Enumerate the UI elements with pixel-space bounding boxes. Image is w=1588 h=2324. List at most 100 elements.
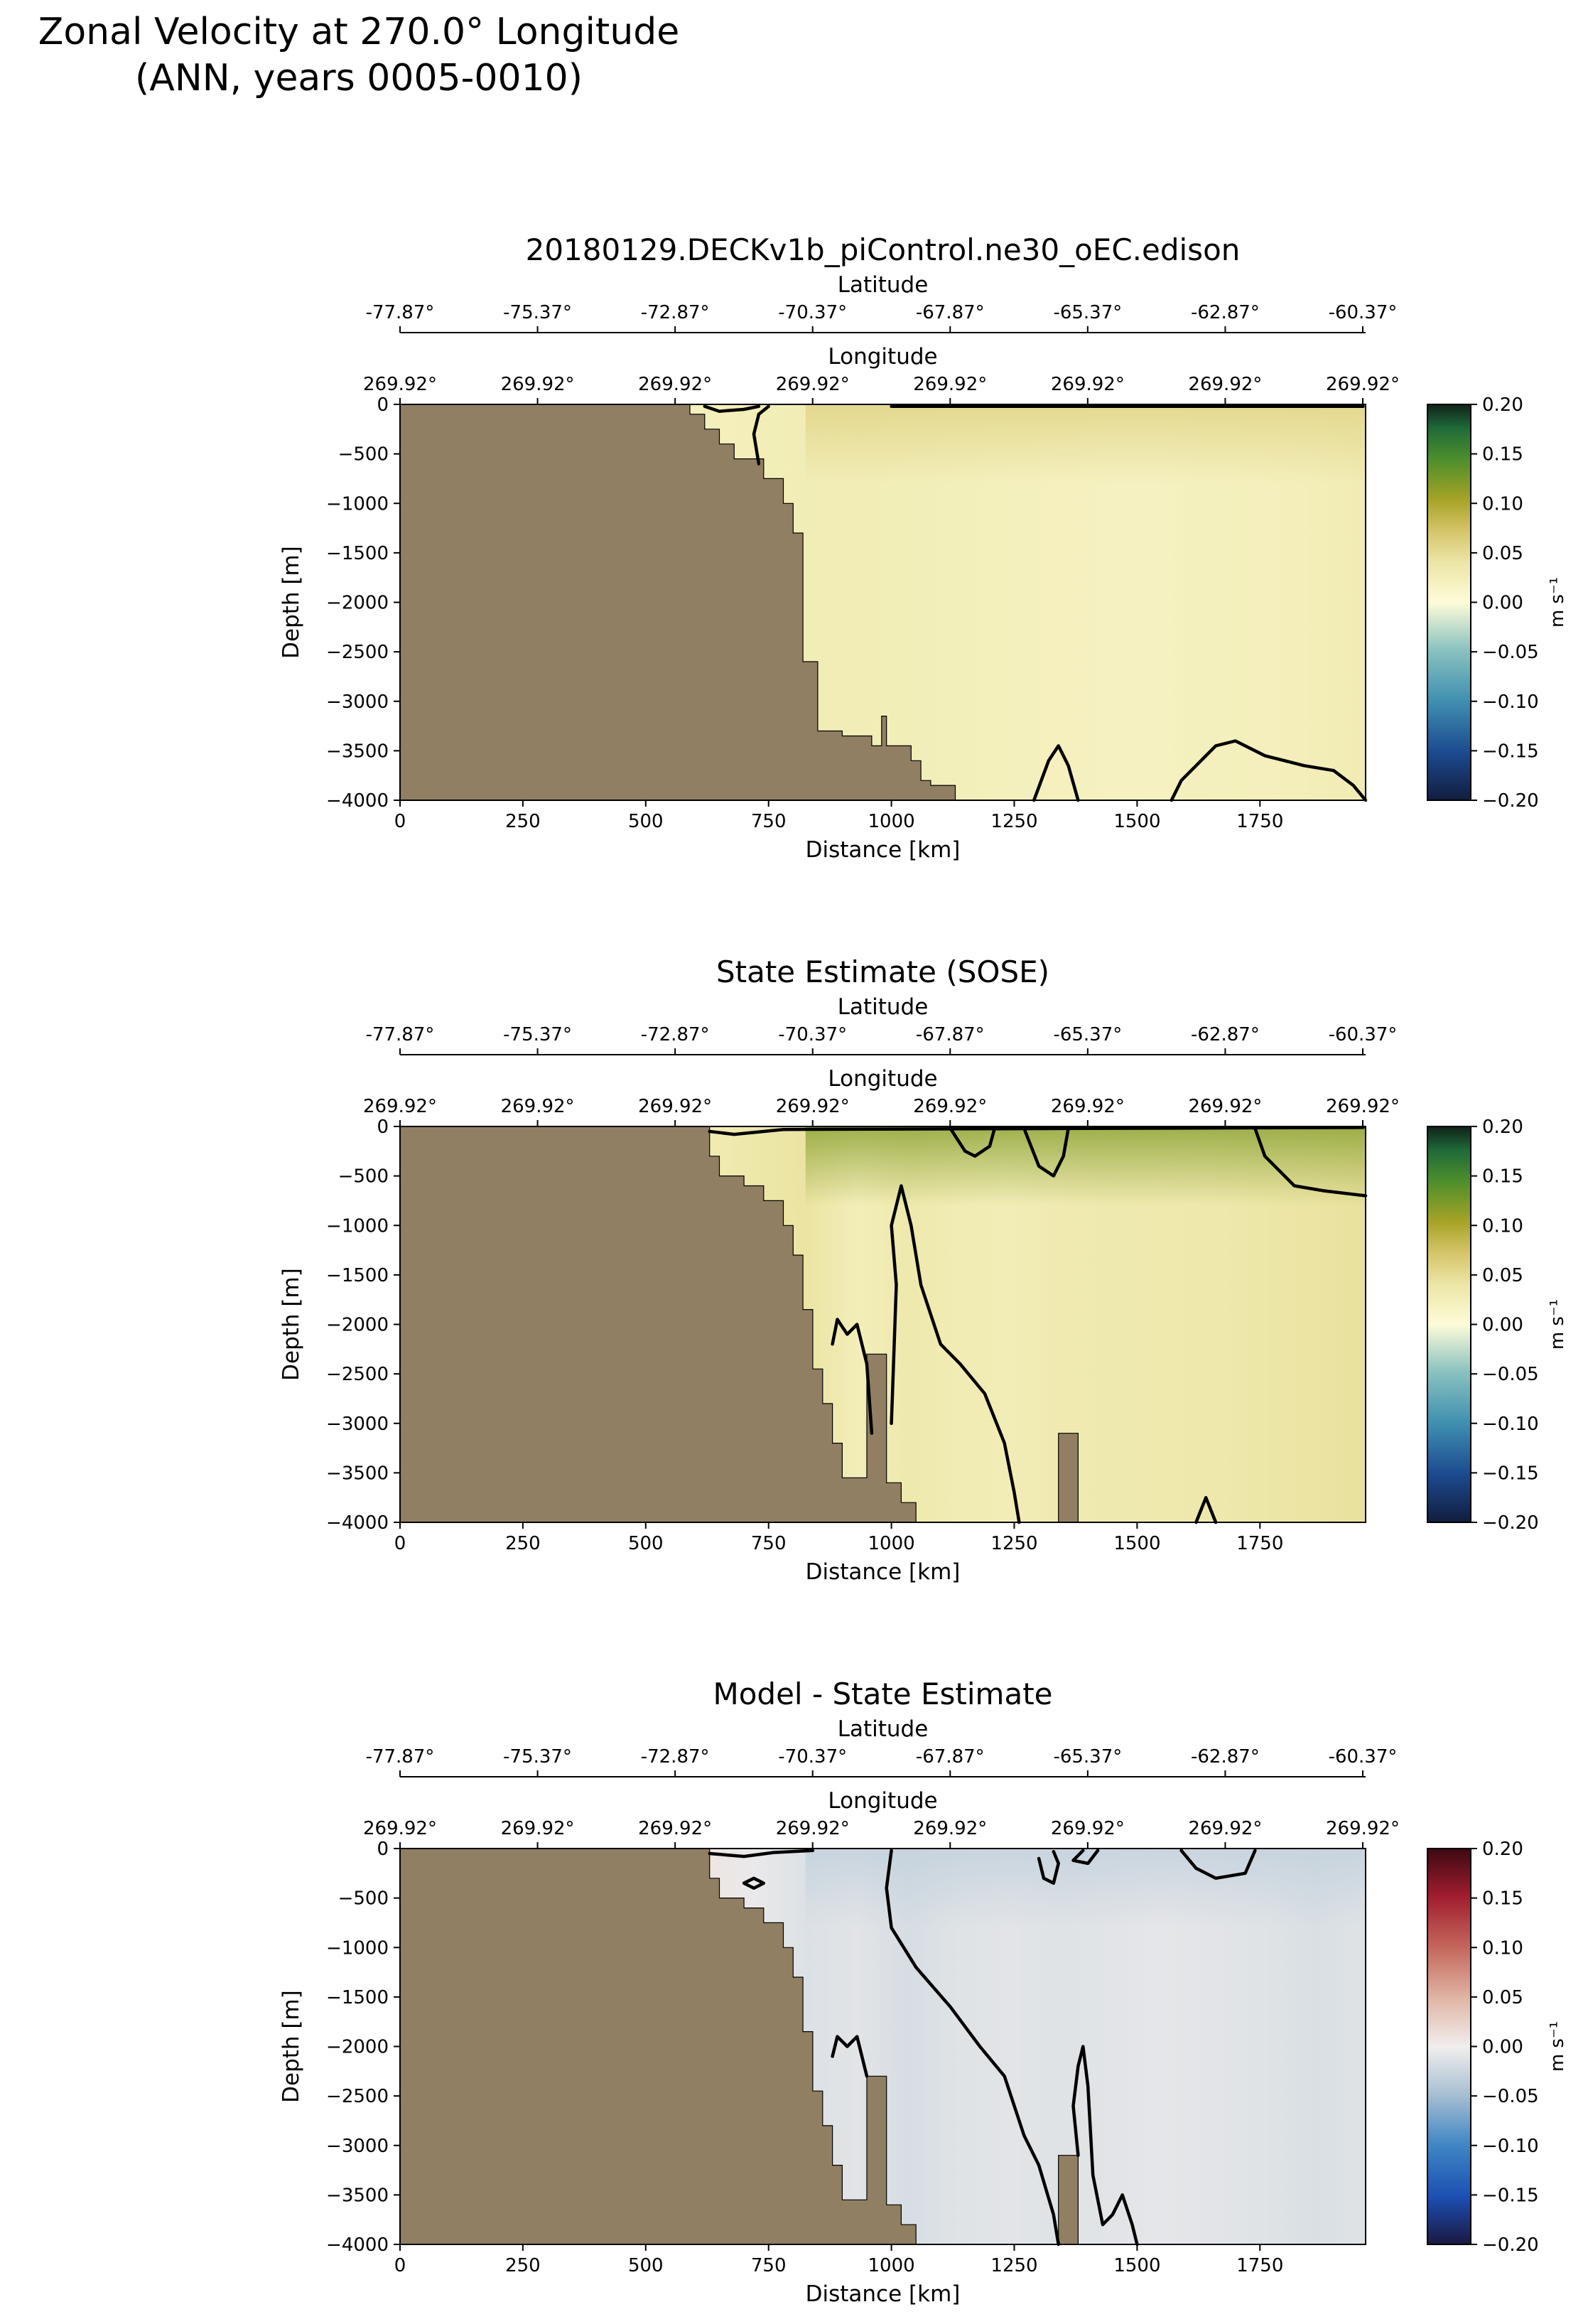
zero-contour-7 <box>1179 1849 1257 1881</box>
x-tick-label: 500 <box>628 1533 664 1554</box>
colorbar-tick-label: 0.15 <box>1482 1888 1523 1910</box>
y-tick-label: −4000 <box>326 2234 389 2256</box>
colorbar <box>1427 1126 1471 1523</box>
y-tick-label: −500 <box>338 1166 389 1188</box>
longitude-tick-label: 269.92° <box>1051 1096 1125 1117</box>
latitude-tick-label: -77.87° <box>366 1024 435 1045</box>
colorbar-tick-label: 0.20 <box>1482 1117 1523 1138</box>
latitude-tick-label: -60.37° <box>1329 1024 1398 1045</box>
longitude-tick-label: 269.92° <box>776 1096 850 1117</box>
latitude-tick-label: -77.87° <box>366 302 435 323</box>
zero-contour-1 <box>708 1849 815 1858</box>
zero-contour-3 <box>885 1849 1060 2247</box>
zero-contour-5 <box>1037 1849 1060 1885</box>
longitude-tick-label: 269.92° <box>1326 1096 1400 1117</box>
colorbar-tick-label: −0.20 <box>1482 1512 1539 1534</box>
y-tick-label: −2500 <box>326 642 389 663</box>
latitude-tick-label: -75.37° <box>503 302 572 323</box>
latitude-tick-label: -75.37° <box>503 1024 572 1045</box>
y-axis-label: Depth [m] <box>279 1268 304 1381</box>
longitude-tick-label: 269.92° <box>501 1096 575 1117</box>
x-tick-label: 1000 <box>868 811 915 832</box>
zero-contour-2 <box>742 1876 766 1890</box>
y-tick-label: −500 <box>338 1888 389 1910</box>
colorbar-tick-label: 0.20 <box>1482 1839 1523 1860</box>
panel-title: Model - State Estimate <box>713 1677 1053 1711</box>
colorbar-tick-label: 0.00 <box>1482 1315 1523 1336</box>
y-tick-label: 0 <box>377 394 389 416</box>
latitude-tick-label: -62.87° <box>1191 302 1260 323</box>
zero-contour-6 <box>1071 1849 1100 1866</box>
colorbar <box>1427 1848 1471 2245</box>
latitude-tick-label: -60.37° <box>1329 1746 1398 1768</box>
zero-contour-4 <box>831 2035 869 2078</box>
longitude-tick-label: 269.92° <box>638 1096 712 1117</box>
y-tick-label: −3500 <box>326 2185 389 2206</box>
latitude-tick-label: -77.87° <box>366 1746 435 1768</box>
x-tick-label: 250 <box>505 1533 541 1554</box>
y-tick-label: −3500 <box>326 741 389 762</box>
x-tick-label: 1250 <box>990 811 1037 832</box>
colorbar-tick-label: 0.20 <box>1482 394 1523 416</box>
y-tick-label: −4000 <box>326 1512 389 1534</box>
latitude-tick-label: -60.37° <box>1329 302 1398 323</box>
colorbar-tick-label: −0.10 <box>1482 1414 1539 1435</box>
x-axis-label: Distance [km] <box>806 2281 961 2307</box>
x-tick-label: 1750 <box>1236 2255 1283 2276</box>
zero-contour-5 <box>831 1318 874 1435</box>
colorbar-tick-label: 0.15 <box>1482 444 1523 466</box>
y-tick-label: −2500 <box>326 2086 389 2107</box>
latitude-tick-label: -67.87° <box>916 1024 985 1045</box>
y-tick-label: −2000 <box>326 1315 389 1336</box>
colorbar-tick-label: −0.05 <box>1482 642 1539 663</box>
latitude-tick-label: -70.37° <box>778 1024 847 1045</box>
longitude-tick-label: 269.92° <box>776 1818 850 1839</box>
panel-2: 0 250 500 750 1000 1250 1500 1750 Distance [km] 0… <box>279 954 1568 1585</box>
x-tick-label: 750 <box>751 1533 787 1554</box>
colorbar-tick-label: −0.10 <box>1482 2136 1539 2157</box>
x-tick-label: 500 <box>628 811 664 832</box>
longitude-tick-label: 269.92° <box>1188 1096 1262 1117</box>
zero-contour-6 <box>890 1184 1021 1524</box>
longitude-tick-label: 269.92° <box>1326 374 1400 395</box>
longitude-axis-label: Longitude <box>828 1066 937 1092</box>
zero-contour-1 <box>703 404 761 413</box>
panel-title: 20180129.DECKv1b_piControl.ne30_oEC.edis… <box>526 232 1241 267</box>
longitude-tick-label: 269.92° <box>638 374 712 395</box>
latitude-axis-label: Latitude <box>838 272 929 298</box>
longitude-tick-label: 269.92° <box>776 374 850 395</box>
colorbar-tick-label: 0.05 <box>1482 1265 1523 1286</box>
longitude-axis-label: Longitude <box>828 1788 937 1814</box>
y-tick-label: −1000 <box>326 1215 389 1237</box>
colorbar <box>1427 404 1471 801</box>
latitude-axis-label: Latitude <box>838 1716 929 1742</box>
longitude-tick-label: 269.92° <box>1188 1818 1262 1839</box>
x-tick-label: 750 <box>751 811 787 832</box>
latitude-tick-label: -67.87° <box>916 302 985 323</box>
zero-contour-4 <box>1032 744 1080 802</box>
y-tick-label: −4000 <box>326 790 389 812</box>
y-tick-label: −3000 <box>326 1414 389 1435</box>
longitude-tick-label: 269.92° <box>1326 1818 1400 1839</box>
colorbar-tick-label: 0.10 <box>1482 1937 1523 1959</box>
zero-contour-1 <box>708 1126 1365 1136</box>
x-axis-label: Distance [km] <box>806 837 961 863</box>
longitude-tick-label: 269.92° <box>501 1818 575 1839</box>
x-tick-label: 0 <box>394 2255 406 2276</box>
surface-band <box>805 404 1366 484</box>
latitude-tick-label: -70.37° <box>778 302 847 323</box>
latitude-tick-label: -72.87° <box>641 1746 710 1768</box>
panel-3: 0 250 500 750 1000 1250 1500 1750 Distance [km] 0… <box>279 1677 1568 2307</box>
colorbar-tick-label: 0.05 <box>1482 543 1523 564</box>
longitude-tick-label: 269.92° <box>363 1818 437 1839</box>
colorbar-label: m s⁻¹ <box>1547 1299 1568 1350</box>
zero-contour-7 <box>1194 1495 1218 1524</box>
zero-contour-8 <box>1071 2045 1139 2247</box>
colorbar-tick-label: −0.15 <box>1482 1463 1539 1484</box>
latitude-tick-label: -72.87° <box>641 1024 710 1045</box>
zero-contour-5 <box>1170 739 1368 802</box>
y-tick-label: −2000 <box>326 2037 389 2058</box>
latitude-tick-label: -65.37° <box>1053 302 1122 323</box>
y-tick-label: −1000 <box>326 493 389 515</box>
